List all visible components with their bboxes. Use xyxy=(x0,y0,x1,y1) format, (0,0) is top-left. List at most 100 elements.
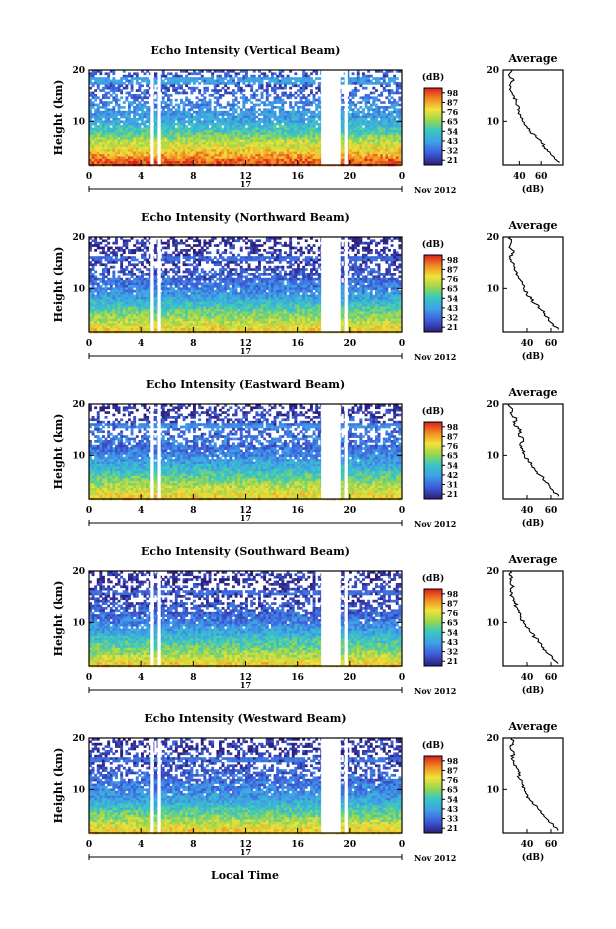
date-day-label: 17 xyxy=(240,847,251,857)
y-axis-label: Height (km) xyxy=(52,414,65,490)
x-tick-label: 0 xyxy=(399,673,405,683)
colorbar-tick-label: 98 xyxy=(447,88,459,98)
x-tick-label: 16 xyxy=(291,506,304,516)
colorbar-tick-label: 65 xyxy=(447,785,458,795)
x-tick-label: 4 xyxy=(138,840,144,850)
x-tick-label: 4 xyxy=(138,506,144,516)
data-gap xyxy=(150,571,154,666)
average-title: Average xyxy=(507,52,557,65)
colorbar xyxy=(423,421,443,500)
date-month-year-label: Nov 2012 xyxy=(414,185,456,195)
colorbar-title: (dB) xyxy=(422,72,444,83)
heatmap-cells xyxy=(89,404,402,501)
y-axis-label: Height (km) xyxy=(52,247,65,323)
x-tick-label: 0 xyxy=(86,339,92,349)
data-gap xyxy=(344,738,348,833)
y-axis-label: Height (km) xyxy=(52,748,65,824)
data-gap xyxy=(150,237,154,332)
data-gap xyxy=(344,70,348,165)
average-x-tick-label: 60 xyxy=(545,673,558,683)
panel-title: Echo Intensity (Westward Beam) xyxy=(144,712,346,725)
x-tick-label: 12 xyxy=(239,840,252,850)
colorbar-title: (dB) xyxy=(422,740,444,751)
date-day-label: 17 xyxy=(240,179,251,189)
colorbar-tick-label: 43 xyxy=(447,637,459,647)
average-y-tick-label: 10 xyxy=(486,451,499,461)
heatmap-cells xyxy=(89,571,402,668)
colorbar-tick-label: 76 xyxy=(447,775,459,785)
heatmap-cells xyxy=(89,70,402,167)
colorbar-tick-label: 98 xyxy=(447,756,459,766)
colorbar-tick-label: 33 xyxy=(447,814,459,824)
colorbar-tick-label: 87 xyxy=(447,765,458,775)
colorbar-title: (dB) xyxy=(422,406,444,417)
x-tick-label: 20 xyxy=(344,673,357,683)
y-tick-label: 20 xyxy=(72,734,85,744)
average-x-axis-label: (dB) xyxy=(522,518,544,529)
colorbar-tick-label: 98 xyxy=(447,255,459,265)
y-tick-label: 20 xyxy=(72,567,85,577)
colorbar-tick-label: 32 xyxy=(447,146,458,156)
colorbar-tick-label: 76 xyxy=(447,274,459,284)
x-tick-label: 0 xyxy=(399,506,405,516)
colorbar-tick-label: 65 xyxy=(447,451,458,461)
average-y-tick-label: 20 xyxy=(486,66,499,76)
y-axis-label: Height (km) xyxy=(52,581,65,657)
average-y-tick-label: 10 xyxy=(486,618,499,628)
average-profile-line xyxy=(507,236,559,330)
panel-2: Echo Intensity (Northward Beam) 10 20 Heigh… xyxy=(52,211,564,362)
average-title: Average xyxy=(507,386,557,399)
x-tick-label: 20 xyxy=(344,506,357,516)
x-axis-label: Local Time xyxy=(211,869,279,882)
average-x-axis-label: (dB) xyxy=(522,852,544,863)
colorbar-tick-label: 98 xyxy=(447,589,459,599)
data-gap xyxy=(321,571,341,666)
data-gap xyxy=(157,404,161,499)
data-gap xyxy=(150,738,154,833)
x-tick-label: 4 xyxy=(138,172,144,182)
y-tick-label: 20 xyxy=(72,66,85,76)
colorbar xyxy=(423,588,443,667)
date-day-label: 17 xyxy=(240,346,251,356)
colorbar-tick-label: 76 xyxy=(447,441,459,451)
colorbar-tick-label: 32 xyxy=(447,647,458,657)
average-profile-line xyxy=(507,403,560,497)
colorbar-tick-label: 21 xyxy=(447,155,458,165)
x-tick-label: 12 xyxy=(239,172,252,182)
average-y-tick-label: 10 xyxy=(486,284,499,294)
colorbar xyxy=(423,87,443,166)
average-x-axis-label: (dB) xyxy=(522,184,544,195)
average-y-tick-label: 10 xyxy=(486,785,499,795)
average-frame xyxy=(502,69,564,166)
colorbar-tick-label: 54 xyxy=(447,794,459,804)
average-frame xyxy=(502,236,564,333)
x-tick-label: 20 xyxy=(344,339,357,349)
data-gap xyxy=(321,738,341,833)
average-x-tick-label: 60 xyxy=(545,840,558,850)
data-gap xyxy=(344,571,348,666)
x-tick-label: 16 xyxy=(291,840,304,850)
y-axis-label: Height (km) xyxy=(52,80,65,156)
x-tick-label: 12 xyxy=(239,339,252,349)
colorbar-tick-label: 21 xyxy=(447,656,458,666)
colorbar-tick-label: 31 xyxy=(447,480,458,490)
data-gap xyxy=(321,70,341,165)
panel-1: Echo Intensity (Vertical Beam) 10 20 Height… xyxy=(52,44,564,195)
y-tick-label: 10 xyxy=(72,451,85,461)
colorbar xyxy=(423,254,443,333)
colorbar-tick-label: 87 xyxy=(447,431,458,441)
x-tick-label: 20 xyxy=(344,840,357,850)
colorbar-tick-label: 54 xyxy=(447,126,459,136)
x-tick-label: 12 xyxy=(239,673,252,683)
colorbar-tick-label: 65 xyxy=(447,618,458,628)
date-month-year-label: Nov 2012 xyxy=(414,352,456,362)
average-y-tick-label: 10 xyxy=(486,117,499,127)
data-gap xyxy=(157,571,161,666)
colorbar-tick-label: 76 xyxy=(447,107,459,117)
x-tick-label: 12 xyxy=(239,506,252,516)
colorbar-tick-label: 98 xyxy=(447,422,459,432)
data-gap xyxy=(150,404,154,499)
x-tick-label: 8 xyxy=(190,506,196,516)
colorbar-title: (dB) xyxy=(422,239,444,250)
